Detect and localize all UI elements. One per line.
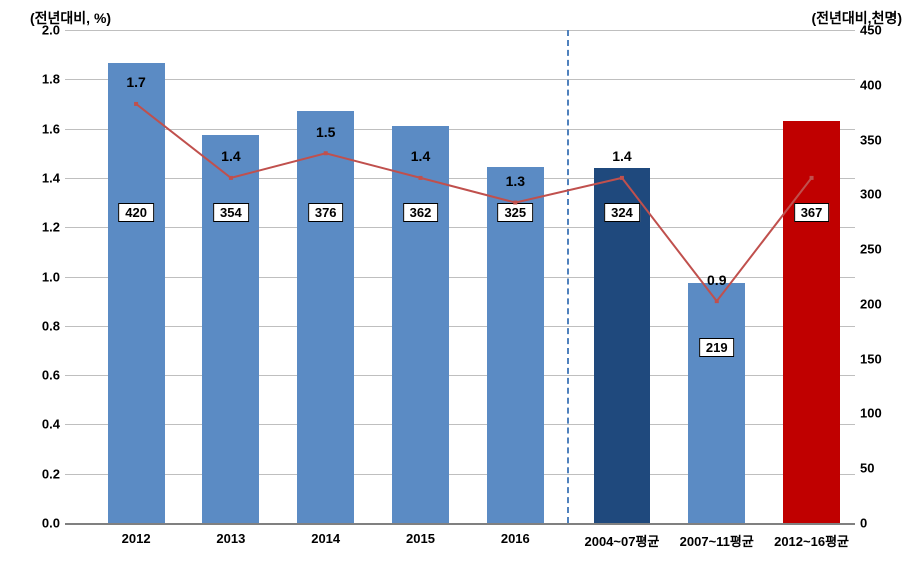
- xtick: 2013: [216, 531, 245, 546]
- xtick: 2016: [501, 531, 530, 546]
- plot-area: 0.00.20.40.60.81.01.21.41.61.82.00501001…: [65, 30, 855, 525]
- bar-value-label: 325: [497, 203, 533, 222]
- bar: [392, 126, 449, 523]
- xtick: 2015: [406, 531, 435, 546]
- ytick-left: 1.2: [25, 220, 60, 235]
- line-value-label: 1.4: [221, 148, 240, 164]
- section-divider: [567, 30, 569, 523]
- xtick: 2014: [311, 531, 340, 546]
- bar: [688, 283, 745, 523]
- ytick-left: 1.0: [25, 269, 60, 284]
- line-value-label: 1.4: [411, 148, 430, 164]
- ytick-right: 0: [860, 516, 895, 531]
- bar-value-label: 362: [403, 203, 439, 222]
- gridline: [65, 178, 855, 179]
- ytick-right: 50: [860, 461, 895, 476]
- gridline: [65, 129, 855, 130]
- ytick-right: 200: [860, 296, 895, 311]
- ytick-left: 0.8: [25, 318, 60, 333]
- xtick: 2004~07평균: [584, 531, 659, 550]
- ytick-right: 150: [860, 351, 895, 366]
- xtick: 2012: [122, 531, 151, 546]
- ytick-left: 2.0: [25, 23, 60, 38]
- ytick-right: 450: [860, 23, 895, 38]
- ytick-left: 0.6: [25, 368, 60, 383]
- bar-value-label: 367: [794, 203, 830, 222]
- line-value-label: 1.4: [612, 148, 631, 164]
- ytick-left: 1.8: [25, 72, 60, 87]
- gridline: [65, 79, 855, 80]
- line-value-label: 0.9: [707, 272, 726, 288]
- bar: [297, 111, 354, 523]
- bar-value-label: 324: [604, 203, 640, 222]
- bar: [202, 135, 259, 523]
- ytick-right: 300: [860, 187, 895, 202]
- bar-value-label: 376: [308, 203, 344, 222]
- ytick-right: 400: [860, 77, 895, 92]
- ytick-right: 100: [860, 406, 895, 421]
- gridline: [65, 227, 855, 228]
- line-value-label: 1.4: [802, 148, 821, 164]
- line-value-label: 1.3: [506, 173, 525, 189]
- xtick: 2012~16평균: [774, 531, 849, 550]
- ytick-left: 0.4: [25, 417, 60, 432]
- ytick-left: 1.4: [25, 170, 60, 185]
- ytick-right: 350: [860, 132, 895, 147]
- chart-container: (전년대비, %) (전년대비,천명) 0.00.20.40.60.81.01.…: [0, 0, 912, 575]
- xtick: 2007~11평균: [680, 531, 754, 550]
- ytick-right: 250: [860, 242, 895, 257]
- ytick-left: 0.0: [25, 516, 60, 531]
- ytick-left: 0.2: [25, 466, 60, 481]
- gridline: [65, 30, 855, 31]
- bar-value-label: 219: [699, 338, 735, 357]
- bar: [783, 121, 840, 523]
- bar: [108, 63, 165, 523]
- bar-value-label: 420: [118, 203, 154, 222]
- gridline: [65, 277, 855, 278]
- line-value-label: 1.7: [126, 74, 145, 90]
- line-value-label: 1.5: [316, 124, 335, 140]
- ytick-left: 1.6: [25, 121, 60, 136]
- bar-value-label: 354: [213, 203, 249, 222]
